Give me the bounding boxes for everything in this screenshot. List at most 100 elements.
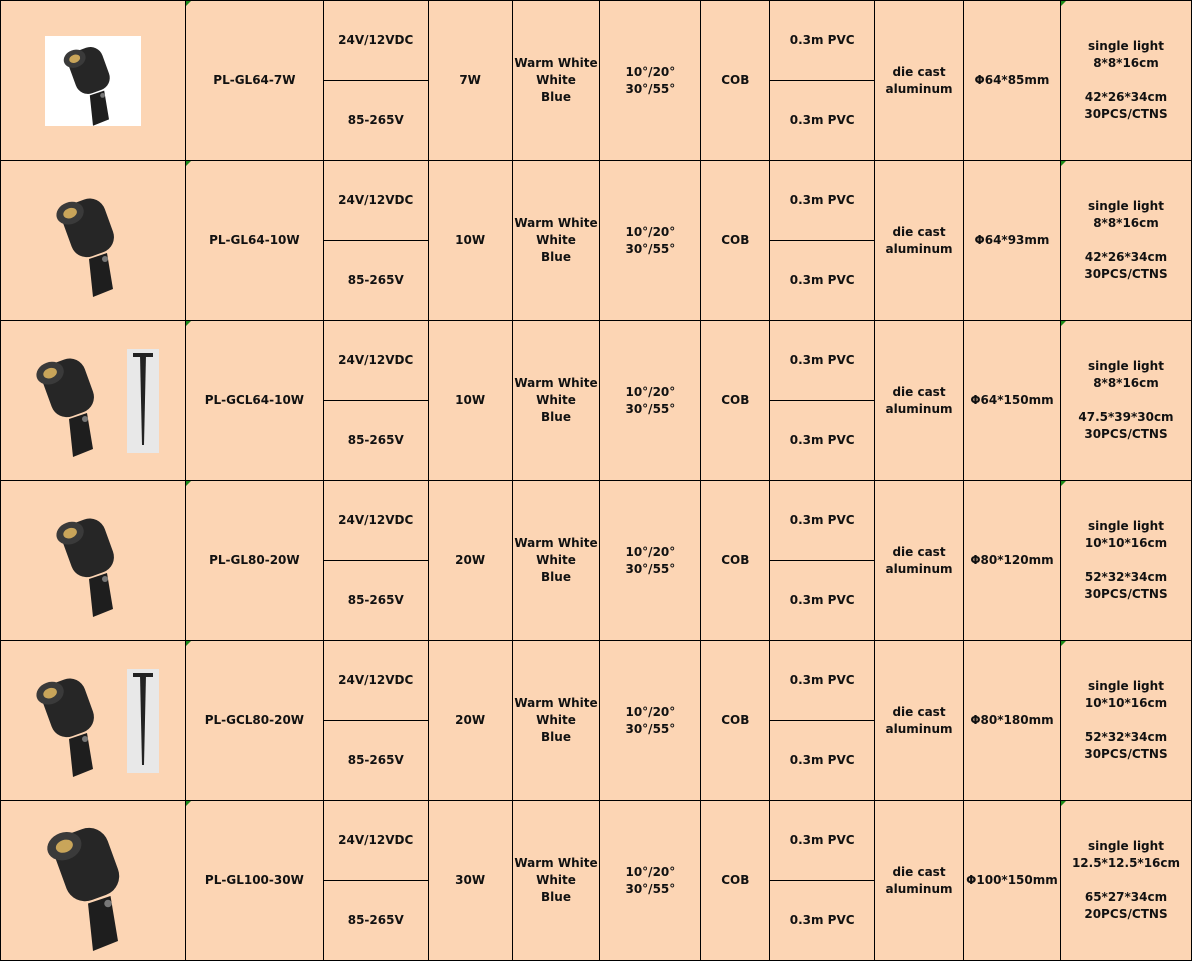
spotlight-icon: [1, 166, 185, 316]
power-cell: 10W: [427, 320, 513, 481]
color-cell-text: Warm White White Blue: [514, 696, 598, 744]
comment-marker: [185, 321, 191, 326]
packing-cell: single light 8*8*16cm 47.5*39*30cm 30PCS…: [1059, 320, 1192, 481]
cable-cell-text: 0.3m PVC: [789, 33, 855, 47]
beam-angle-cell-text: 10°/20° 30°/55°: [625, 384, 676, 416]
voltage-cell: 24V/12VDC: [322, 480, 429, 561]
voltage-cell: 85-265V: [322, 560, 429, 641]
power-cell-text: 10W: [455, 233, 486, 247]
product-image-cell: [0, 480, 186, 641]
color-cell-text: Warm White White Blue: [514, 856, 598, 904]
size-cell-text: Φ80*120mm: [970, 553, 1054, 567]
chip-cell: COB: [700, 0, 771, 161]
chip-cell: COB: [700, 480, 771, 641]
chip-cell: COB: [700, 160, 771, 321]
voltage-cell: 85-265V: [322, 240, 429, 321]
table-row-sub: 85-265V 0.3m PVC: [1, 400, 1192, 481]
comment-marker: [1060, 161, 1066, 166]
size-cell: Φ80*120mm: [962, 480, 1061, 641]
packing-cell: single light 8*8*16cm 42*26*34cm 30PCS/C…: [1059, 0, 1192, 161]
packing-cell: single light 10*10*16cm 52*32*34cm 30PCS…: [1059, 640, 1192, 801]
table-row: PL-GCL80-20W 24V/12VDC 20W Warm White White…: [0, 640, 1192, 801]
model-cell-text: PL-GL64-10W: [209, 233, 300, 247]
color-cell-text: Warm White White Blue: [514, 376, 598, 424]
voltage-cell: 85-265V: [322, 880, 429, 961]
color-cell-text: Warm White White Blue: [514, 56, 598, 104]
comment-marker: [185, 1, 191, 6]
material-cell: die cast aluminum: [874, 640, 964, 801]
voltage-cell-text: 24V/12VDC: [338, 673, 414, 687]
cable-cell: 0.3m PVC: [769, 800, 876, 881]
voltage-cell-text: 24V/12VDC: [338, 513, 414, 527]
power-cell-text: 10W: [455, 393, 486, 407]
material-cell-text: die cast aluminum: [885, 384, 953, 416]
color-cell: Warm White White Blue: [511, 320, 601, 481]
cable-cell-text: 0.3m PVC: [789, 273, 855, 287]
beam-angle-cell: 10°/20° 30°/55°: [599, 320, 702, 481]
beam-angle-cell-text: 10°/20° 30°/55°: [625, 864, 676, 896]
cable-cell: 0.3m PVC: [769, 480, 876, 561]
chip-cell-text: COB: [721, 713, 750, 727]
voltage-cell: 24V/12VDC: [322, 320, 429, 401]
chip-cell: COB: [700, 640, 771, 801]
power-cell: 10W: [427, 160, 513, 321]
beam-angle-cell: 10°/20° 30°/55°: [599, 0, 702, 161]
voltage-cell: 85-265V: [322, 80, 429, 161]
voltage-cell-text: 85-265V: [347, 273, 404, 287]
comment-marker: [185, 801, 191, 806]
material-cell-text: die cast aluminum: [885, 64, 953, 96]
color-cell: Warm White White Blue: [511, 160, 601, 321]
spotlight-large-icon: [1, 806, 185, 956]
power-cell: 7W: [427, 0, 513, 161]
comment-marker: [1060, 641, 1066, 646]
material-cell: die cast aluminum: [874, 800, 964, 961]
color-cell: Warm White White Blue: [511, 800, 601, 961]
voltage-cell: 85-265V: [322, 400, 429, 481]
model-cell: PL-GCL64-10W: [184, 320, 324, 481]
spotlight-with-stake-icon: [1, 326, 185, 476]
table-row-sub: 85-265V 0.3m PVC: [1, 880, 1192, 961]
beam-angle-cell-text: 10°/20° 30°/55°: [625, 544, 676, 576]
size-cell: Φ64*93mm: [962, 160, 1061, 321]
size-cell: Φ64*85mm: [962, 0, 1061, 161]
cable-cell: 0.3m PVC: [769, 400, 876, 481]
model-cell: PL-GCL80-20W: [184, 640, 324, 801]
product-image-cell: [0, 640, 186, 801]
beam-angle-cell: 10°/20° 30°/55°: [599, 640, 702, 801]
size-cell-text: Φ64*150mm: [970, 393, 1054, 407]
model-cell-text: PL-GL100-30W: [204, 873, 304, 887]
cable-cell: 0.3m PVC: [769, 640, 876, 721]
packing-cell: single light 10*10*16cm 52*32*34cm 30PCS…: [1059, 480, 1192, 641]
cable-cell-text: 0.3m PVC: [789, 353, 855, 367]
table-row: PL-GL64-7W 24V/12VDC 7W Warm White White Bl…: [0, 0, 1192, 161]
packing-cell-text: single light 8*8*16cm 42*26*34cm 30PCS/C…: [1084, 199, 1168, 281]
comment-marker: [1060, 1, 1066, 6]
size-cell: Φ64*150mm: [962, 320, 1061, 481]
comment-marker: [1060, 801, 1066, 806]
voltage-cell-text: 24V/12VDC: [338, 353, 414, 367]
material-cell: die cast aluminum: [874, 0, 964, 161]
color-cell-text: Warm White White Blue: [514, 216, 598, 264]
cable-cell: 0.3m PVC: [769, 560, 876, 641]
cable-cell: 0.3m PVC: [769, 0, 876, 81]
chip-cell-text: COB: [721, 233, 750, 247]
cable-cell-text: 0.3m PVC: [789, 193, 855, 207]
material-cell: die cast aluminum: [874, 320, 964, 481]
packing-cell: single light 12.5*12.5*16cm 65*27*34cm 2…: [1059, 800, 1192, 961]
comment-marker: [185, 481, 191, 486]
power-cell-text: 7W: [459, 73, 481, 87]
cable-cell: 0.3m PVC: [769, 240, 876, 321]
model-cell-text: PL-GCL64-10W: [204, 393, 305, 407]
model-cell: PL-GL100-30W: [184, 800, 324, 961]
model-cell-text: PL-GCL80-20W: [204, 713, 305, 727]
voltage-cell-text: 85-265V: [347, 113, 404, 127]
comment-marker: [185, 161, 191, 166]
beam-angle-cell: 10°/20° 30°/55°: [599, 480, 702, 641]
size-cell: Φ80*180mm: [962, 640, 1061, 801]
material-cell: die cast aluminum: [874, 160, 964, 321]
color-cell: Warm White White Blue: [511, 480, 601, 641]
voltage-cell: 24V/12VDC: [322, 640, 429, 721]
cable-cell-text: 0.3m PVC: [789, 753, 855, 767]
table-row: PL-GL100-30W 24V/12VDC 30W Warm White White…: [0, 800, 1192, 961]
